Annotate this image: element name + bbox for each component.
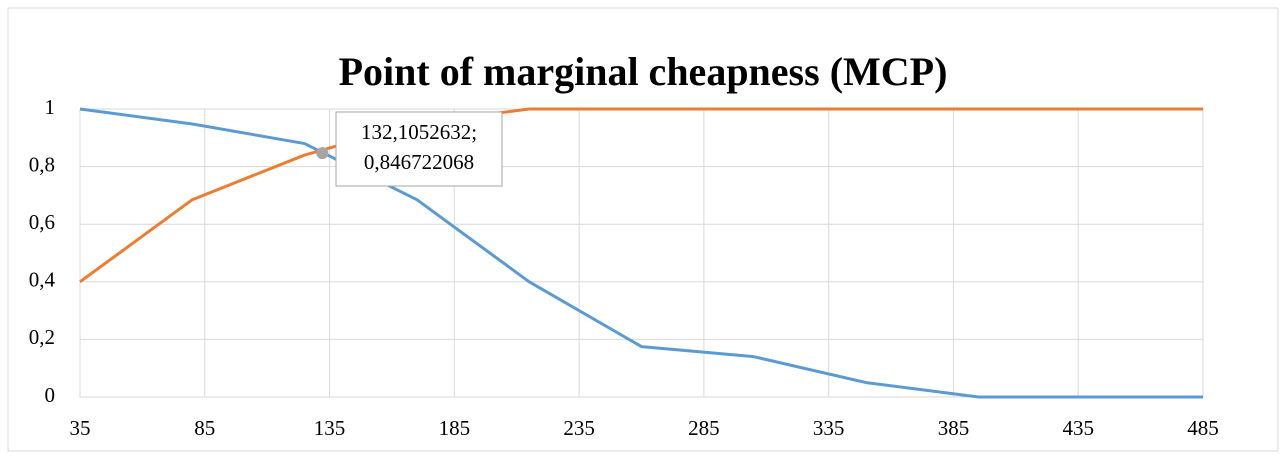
x-tick-label: 185	[439, 416, 471, 440]
x-tick-label: 285	[688, 416, 720, 440]
y-tick-label: 0,4	[29, 268, 56, 292]
x-tick-label: 485	[1187, 416, 1219, 440]
x-tick-label: 335	[813, 416, 845, 440]
chart-title: Point of marginal cheapness (MCP)	[339, 49, 948, 94]
y-tick-label: 0	[45, 383, 56, 407]
annotation-label: 132,1052632;	[361, 120, 477, 144]
series-line	[79, 107, 1203, 284]
annotation-box	[335, 111, 503, 187]
x-tick-label: 235	[563, 416, 595, 440]
x-tick-label: 135	[314, 416, 346, 440]
y-tick-label: 0,2	[29, 325, 55, 349]
y-tick-label: 0,8	[29, 152, 55, 176]
series-line	[79, 107, 1203, 399]
annotation-point	[316, 147, 329, 160]
annotation-label: 0,846722068	[364, 150, 474, 174]
x-tick-label: 35	[70, 416, 91, 440]
x-tick-label: 435	[1062, 416, 1094, 440]
chart-border	[7, 7, 1279, 452]
y-tick-label: 1	[45, 95, 56, 119]
y-tick-label: 0,6	[29, 210, 55, 234]
x-tick-label: 85	[194, 416, 215, 440]
x-tick-label: 385	[938, 416, 970, 440]
